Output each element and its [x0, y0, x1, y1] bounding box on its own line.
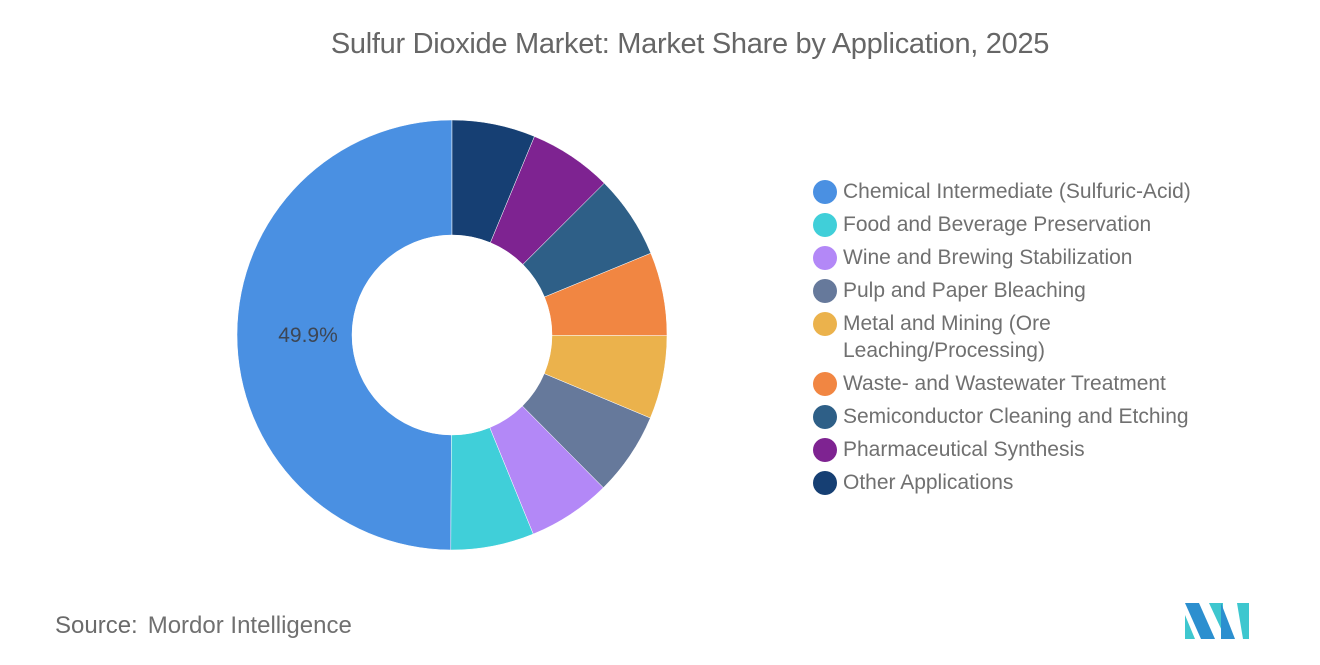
- legend-dot-icon: [813, 213, 837, 237]
- source-label: Source:: [55, 612, 138, 639]
- chart-legend: Chemical Intermediate (Sulfuric-Acid) Fo…: [813, 178, 1253, 502]
- legend-dot-icon: [813, 180, 837, 204]
- legend-item[interactable]: Semiconductor Cleaning and Etching: [813, 403, 1253, 430]
- legend-label: Other Applications: [843, 471, 1014, 494]
- legend-item[interactable]: Waste- and Wastewater Treatment: [813, 370, 1253, 397]
- legend-label: Pharmaceutical Synthesis: [843, 438, 1085, 461]
- legend-dot-icon: [813, 405, 837, 429]
- donut-slices: [236, 119, 668, 551]
- legend-dot-icon: [813, 312, 837, 336]
- legend-label: Chemical Intermediate (Sulfuric-Acid): [843, 180, 1191, 203]
- chart-title: Sulfur Dioxide Market: Market Share by A…: [330, 28, 1050, 60]
- legend-item[interactable]: Pharmaceutical Synthesis: [813, 436, 1253, 463]
- legend-dot-icon: [813, 279, 837, 303]
- legend-label: Metal and Mining (Ore Leaching/Processin…: [843, 312, 1051, 362]
- source-value: Mordor Intelligence: [147, 612, 352, 639]
- legend-dot-icon: [813, 471, 837, 495]
- legend-label: Pulp and Paper Bleaching: [843, 279, 1086, 302]
- legend-dot-icon: [813, 372, 837, 396]
- legend-label: Semiconductor Cleaning and Etching: [843, 405, 1189, 428]
- legend-dot-icon: [813, 438, 837, 462]
- legend-item[interactable]: Metal and Mining (Ore Leaching/Processin…: [813, 310, 1253, 364]
- legend-item[interactable]: Food and Beverage Preservation: [813, 211, 1253, 238]
- legend-item[interactable]: Pulp and Paper Bleaching: [813, 277, 1253, 304]
- legend-item[interactable]: Chemical Intermediate (Sulfuric-Acid): [813, 178, 1253, 205]
- legend-label: Waste- and Wastewater Treatment: [843, 372, 1166, 395]
- legend-label: Wine and Brewing Stabilization: [843, 246, 1133, 269]
- mordor-intelligence-logo-icon: [1185, 603, 1249, 639]
- source-note: Source: Mordor Intelligence: [55, 612, 352, 640]
- donut-slice[interactable]: [451, 119, 535, 243]
- legend-item[interactable]: Other Applications: [813, 469, 1253, 496]
- legend-item[interactable]: Wine and Brewing Stabilization: [813, 244, 1253, 271]
- legend-dot-icon: [813, 246, 837, 270]
- legend-label: Food and Beverage Preservation: [843, 213, 1152, 236]
- donut-chart: 49.9%: [236, 119, 668, 551]
- data-label-chemical: 49.9%: [278, 324, 338, 347]
- donut-slice[interactable]: [236, 119, 453, 551]
